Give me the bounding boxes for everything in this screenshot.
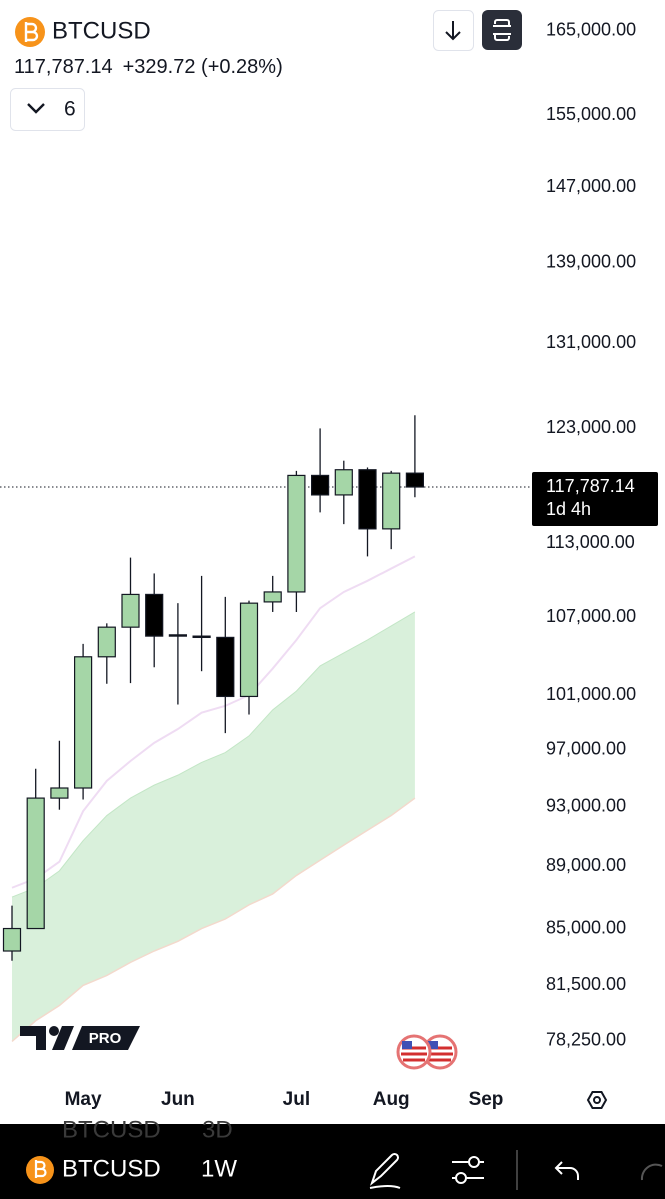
y-tick-label: 139,000.00 xyxy=(546,252,636,272)
settings-icon[interactable] xyxy=(586,1091,608,1109)
chevron-icon xyxy=(27,103,45,114)
toolbar-interval[interactable]: 1W xyxy=(201,1155,237,1182)
y-tick-label: 123,000.00 xyxy=(546,417,636,437)
header: BTCUSD 117,787.14 +329.72 (+0.28%) 6 xyxy=(10,10,522,131)
candle-body xyxy=(311,474,330,496)
last-price-box xyxy=(532,472,658,527)
logo-slash xyxy=(52,1026,74,1050)
band-lower-line xyxy=(11,797,416,1042)
ghost-symbol: BTCUSD xyxy=(62,1116,161,1143)
fullscreen-button[interactable] xyxy=(482,10,522,50)
candle-body xyxy=(358,469,377,530)
candle-body xyxy=(50,787,69,799)
x-tick-label: Aug xyxy=(373,1089,410,1110)
indicator-toggle[interactable] xyxy=(10,88,85,131)
plot-area xyxy=(0,415,532,1042)
ema-line xyxy=(11,555,416,889)
band-area xyxy=(12,611,415,1042)
candle-body xyxy=(382,472,401,530)
y-tick-label: 93,000.00 xyxy=(546,796,626,816)
candle-body xyxy=(121,593,140,628)
y-tick-label: 113,000.00 xyxy=(546,532,635,552)
logo-dot xyxy=(49,1026,59,1036)
candle-body xyxy=(2,927,22,952)
fullscreen-icon xyxy=(493,19,511,41)
bitcoin-glyph xyxy=(34,1160,47,1178)
x-tick-label: Jul xyxy=(283,1089,310,1110)
event-flags xyxy=(396,1034,458,1070)
candle-body xyxy=(239,602,259,698)
flag-canton xyxy=(402,1041,412,1049)
x-tick-label: May xyxy=(65,1089,102,1110)
y-tick-label: 78,250.00 xyxy=(546,1029,626,1049)
y-tick-label: 101,000.00 xyxy=(546,684,636,704)
flag-icon[interactable] xyxy=(396,1034,432,1070)
y-tick-label: 155,000.00 xyxy=(546,104,636,124)
y-tick-label: 85,000.00 xyxy=(546,917,626,937)
y-tick-label: 81,500.00 xyxy=(546,974,626,994)
logo-mark xyxy=(20,1026,46,1050)
y-tick-label: 97,000.00 xyxy=(546,739,626,759)
candle-body xyxy=(97,626,116,658)
y-tick-label: 165,000.00 xyxy=(546,20,636,40)
redo-icon[interactable] xyxy=(640,1163,663,1181)
candle-body xyxy=(405,472,424,488)
symbol: BTCUSD xyxy=(52,17,151,44)
candle-body xyxy=(334,469,353,496)
ghost-interval: 3D xyxy=(202,1116,233,1143)
toolbar: BTCUSD 3D BTCUSD 1W xyxy=(0,1116,665,1199)
download-icon xyxy=(445,21,461,41)
settings-icon-center xyxy=(593,1096,601,1104)
last-price-label: 117,787.14 xyxy=(546,476,635,496)
undo-icon[interactable] xyxy=(554,1161,579,1180)
candle-body xyxy=(287,474,306,593)
candle-body xyxy=(192,635,211,639)
price-line: 117,787.14 +329.72 (+0.28%) xyxy=(14,56,283,78)
candle-body xyxy=(145,593,164,637)
y-tick-label: 107,000.00 xyxy=(546,606,636,626)
toolbar-symbol[interactable]: BTCUSD xyxy=(62,1155,161,1182)
y-tick-label: 89,000.00 xyxy=(546,855,626,875)
toolbar-background xyxy=(0,1124,665,1199)
countdown-label: 1d 4h xyxy=(546,499,591,519)
candle-body xyxy=(216,636,235,698)
draw-icon[interactable] xyxy=(369,1152,401,1189)
logo: PRO xyxy=(20,1026,140,1050)
logo-badge-text: PRO xyxy=(89,1030,122,1047)
flag-canton xyxy=(428,1041,438,1049)
y-tick-label: 131,000.00 xyxy=(546,332,636,352)
candle-body xyxy=(263,591,282,603)
candle-body xyxy=(73,656,93,789)
x-tick-label: Jun xyxy=(161,1089,195,1110)
bitcoin-glyph xyxy=(24,22,39,42)
band-upper-line xyxy=(11,611,416,898)
candle-body xyxy=(26,797,45,930)
price: 117,787.14 xyxy=(14,56,113,78)
price-change: +329.72 (+0.28%) xyxy=(123,56,283,78)
slider-knob xyxy=(455,1172,467,1184)
y-tick-label: 147,000.00 xyxy=(546,176,636,196)
x-tick-label: Sep xyxy=(469,1089,504,1110)
indicator-count: 6 xyxy=(64,98,76,121)
candle-body xyxy=(168,634,187,637)
slider-knob xyxy=(468,1156,480,1168)
logo-badge xyxy=(72,1026,140,1050)
